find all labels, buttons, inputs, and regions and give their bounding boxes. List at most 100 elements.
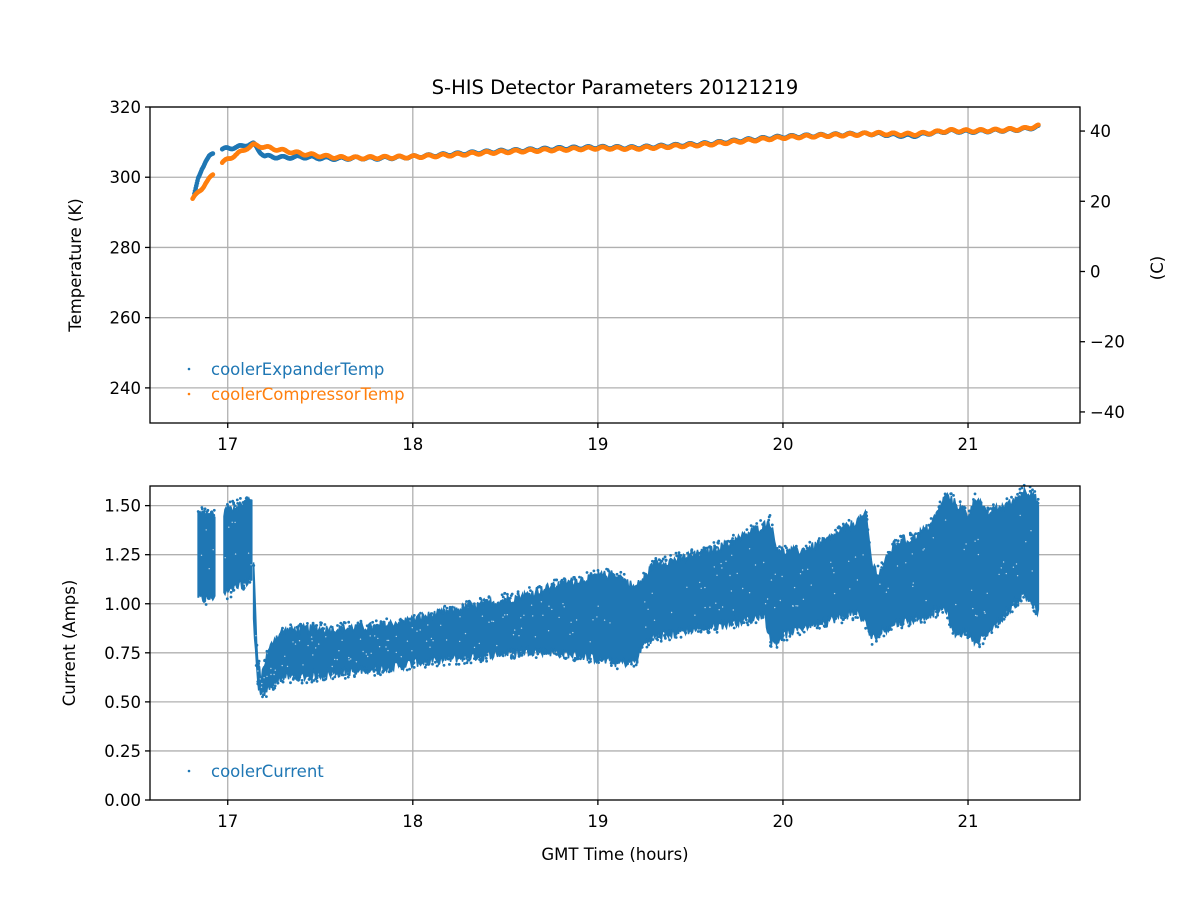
data-point	[462, 657, 466, 661]
data-point	[501, 654, 505, 658]
data-point	[684, 631, 688, 635]
x-tick-label: 18	[402, 812, 423, 831]
data-point	[336, 624, 339, 627]
data-gap	[713, 566, 715, 568]
data-gap	[386, 639, 388, 642]
data-point	[677, 551, 681, 555]
data-gap	[1012, 566, 1015, 568]
data-point	[408, 617, 412, 621]
data-gap	[609, 622, 611, 624]
data-point	[239, 497, 242, 500]
data-point	[900, 626, 904, 630]
data-point	[715, 630, 719, 634]
data-point	[728, 540, 732, 544]
data-point	[374, 619, 378, 623]
data-point	[914, 532, 918, 536]
data-point	[856, 616, 859, 619]
data-point	[329, 673, 333, 676]
data-gap	[647, 608, 649, 610]
data-point	[986, 630, 990, 633]
data-point	[203, 509, 206, 513]
data-gap	[427, 624, 429, 626]
data-point	[579, 657, 582, 661]
data-point	[981, 642, 985, 646]
data-point	[793, 546, 796, 550]
data-point	[635, 661, 639, 664]
data-point	[936, 613, 939, 617]
data-point	[210, 151, 216, 156]
data-point	[225, 597, 229, 601]
y-tick-label: 240	[110, 379, 142, 398]
data-point	[578, 575, 581, 579]
data-point	[611, 661, 615, 664]
data-point	[948, 623, 951, 626]
data-gap	[518, 635, 520, 637]
data-point	[664, 559, 668, 562]
data-point	[310, 678, 313, 681]
data-gap	[310, 636, 313, 638]
data-point	[480, 658, 484, 661]
data-point	[937, 505, 941, 509]
data-point	[315, 679, 319, 683]
data-gap	[603, 619, 606, 621]
data-point	[721, 623, 725, 626]
data-point	[229, 590, 233, 594]
data-gap	[764, 603, 767, 605]
data-point	[761, 616, 765, 619]
data-point	[844, 524, 848, 528]
legend-marker-cooler-expander-temp	[187, 367, 191, 371]
data-point	[838, 526, 842, 529]
data-gap	[273, 673, 275, 676]
data-gap	[653, 619, 656, 621]
data-gap	[318, 643, 320, 645]
data-point	[517, 653, 521, 656]
data-point	[265, 695, 268, 698]
data-gap	[334, 658, 336, 661]
data-point	[674, 636, 678, 639]
data-point	[1018, 491, 1022, 495]
data-gap	[572, 631, 574, 634]
data-gap	[205, 529, 207, 531]
data-gap	[644, 601, 646, 603]
data-gap	[542, 614, 544, 616]
data-point	[659, 560, 663, 564]
data-point	[992, 503, 995, 507]
data-point	[645, 640, 649, 643]
data-point	[655, 637, 658, 640]
data-point	[503, 597, 507, 601]
data-gap	[704, 606, 706, 609]
y-tick-label: 280	[110, 238, 142, 257]
data-point	[373, 674, 377, 677]
data-gap	[592, 619, 594, 621]
data-point	[823, 625, 827, 628]
data-gap	[984, 612, 986, 614]
data-gap	[530, 604, 533, 606]
data-point	[1031, 606, 1035, 609]
data-point	[983, 637, 986, 641]
data-point	[879, 630, 883, 634]
data-point	[597, 661, 600, 664]
data-point	[702, 546, 706, 549]
data-point	[236, 502, 240, 505]
data-band	[223, 496, 253, 597]
data-point	[640, 645, 644, 649]
current-series	[196, 483, 1040, 699]
data-gap	[1025, 541, 1027, 543]
data-gap	[367, 655, 369, 658]
data-point	[699, 630, 703, 634]
data-gap	[795, 605, 797, 607]
data-point	[868, 541, 871, 544]
data-gap	[774, 606, 776, 609]
data-point	[929, 517, 933, 520]
data-point	[210, 510, 214, 514]
data-point	[619, 570, 623, 574]
data-point	[465, 661, 469, 665]
data-point	[478, 596, 482, 600]
data-point	[548, 650, 552, 654]
data-point	[412, 614, 416, 617]
data-point	[576, 657, 580, 661]
data-point	[295, 625, 299, 629]
data-point	[543, 652, 546, 655]
data-point	[270, 685, 274, 688]
data-point	[969, 634, 972, 638]
